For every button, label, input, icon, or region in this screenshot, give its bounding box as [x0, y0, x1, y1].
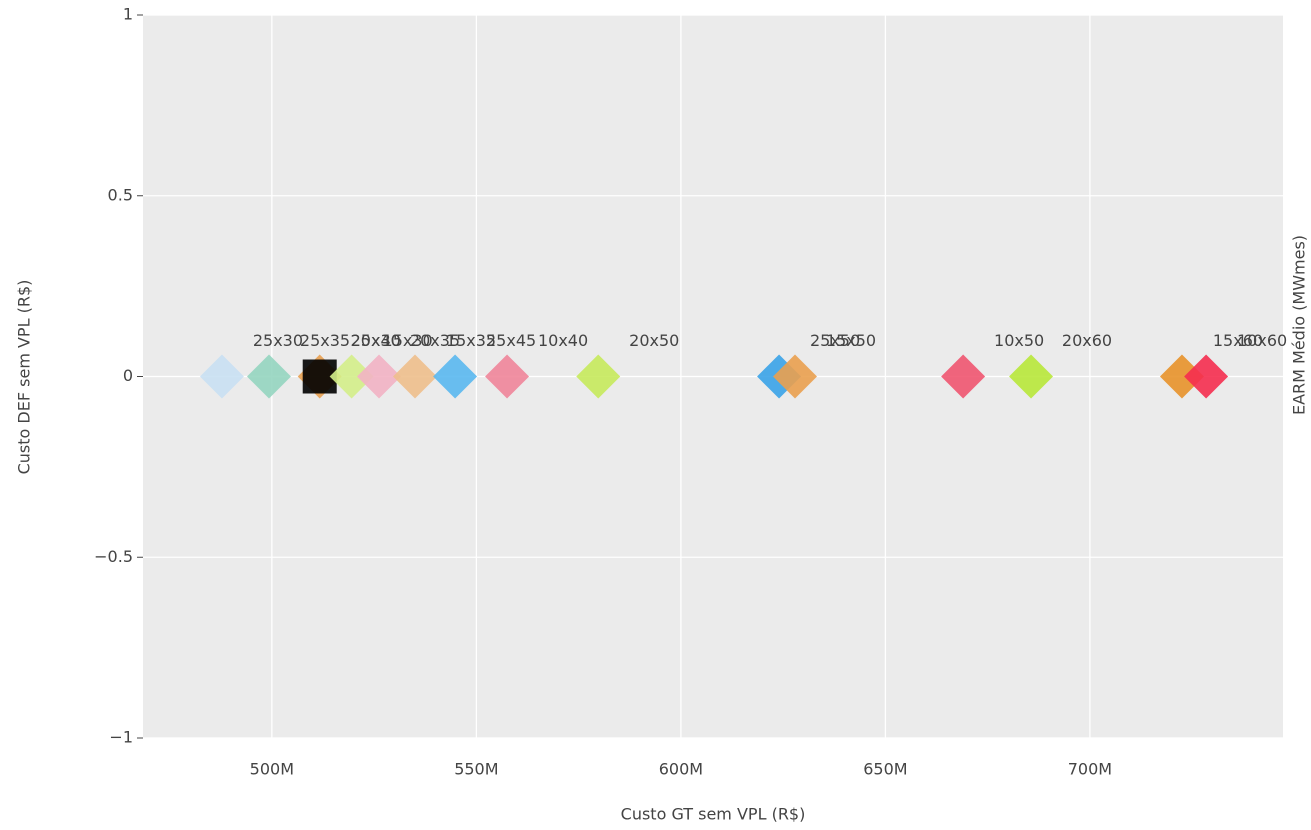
point: [1159, 354, 1204, 399]
point: [199, 354, 244, 399]
point-label: 20x50: [629, 331, 679, 350]
point-label: 25x30: [253, 331, 303, 350]
point-label: 20x35: [410, 331, 460, 350]
y2-axis-title: EARM Médio (MWmes): [1290, 235, 1309, 415]
y-tick-label: 0: [123, 366, 133, 385]
y-tick-label: 0.5: [108, 185, 133, 204]
point: [485, 354, 530, 399]
point-label: 15x60: [1213, 331, 1263, 350]
x-tick-label: 500M: [250, 760, 294, 779]
point: [773, 354, 818, 399]
point-label: 20x30: [351, 331, 401, 350]
y-tick-label: 1: [123, 5, 133, 24]
point-label: 25x40: [351, 331, 401, 350]
point: [576, 354, 621, 399]
point-label: 15x30: [383, 331, 433, 350]
point-label: 10x50: [994, 331, 1044, 350]
point: [393, 354, 438, 399]
point-label: 20x60: [1062, 331, 1112, 350]
point: [246, 354, 291, 399]
y-axis-title: Custo DEF sem VPL (R$): [15, 280, 34, 475]
y-tick-label: −1: [109, 728, 133, 747]
point: [357, 354, 402, 399]
x-tick-label: 700M: [1068, 760, 1112, 779]
x-axis-title: Custo GT sem VPL (R$): [621, 805, 806, 824]
point: [941, 354, 986, 399]
y-tick-label: −0.5: [94, 547, 133, 566]
point-label: 25x50: [810, 331, 860, 350]
point: [433, 354, 478, 399]
point-label: 25x35: [300, 331, 350, 350]
x-tick-label: 650M: [863, 760, 907, 779]
point-label: 25x45: [486, 331, 536, 350]
point-label: 10x60: [1237, 331, 1287, 350]
point-label: 10x40: [538, 331, 588, 350]
x-tick-label: 600M: [659, 760, 703, 779]
point: [1184, 354, 1229, 399]
point: [1009, 354, 1054, 399]
point-label: 15x35: [446, 331, 496, 350]
point: [329, 354, 374, 399]
point-label: 15x50: [826, 331, 876, 350]
x-tick-label: 550M: [454, 760, 498, 779]
